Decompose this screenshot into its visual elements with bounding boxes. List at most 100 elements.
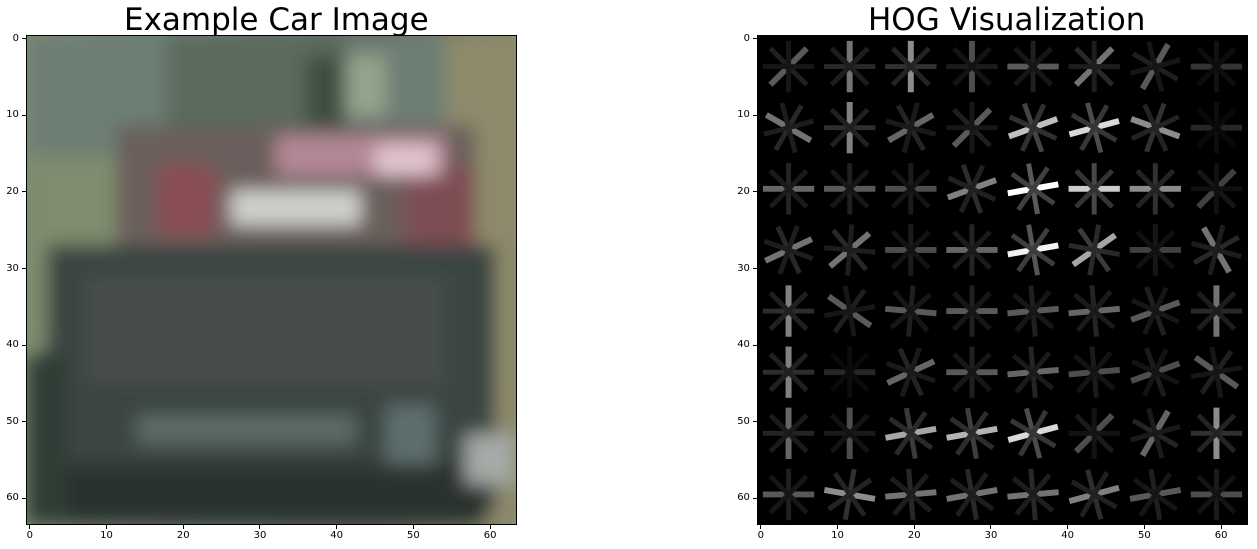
hog-orientation-glyph <box>763 238 814 262</box>
hog-orientation-glyph <box>768 413 809 454</box>
hog-orientation-glyph <box>1010 233 1056 267</box>
hog-orientation-glyph <box>885 118 937 137</box>
x-tick-label: 30 <box>253 530 267 541</box>
x-tick-label: 0 <box>26 530 33 541</box>
hog-visualization-plot <box>757 35 1248 525</box>
x-tick-mark <box>1220 525 1222 529</box>
y-tick-label: 30 <box>737 262 750 274</box>
car-image-title: Example Car Image <box>124 2 429 38</box>
hog-orientation-glyph <box>892 289 930 333</box>
hog-orientation-glyph <box>829 352 870 393</box>
x-tick-label: 50 <box>407 530 420 541</box>
hog-orientation-glyph <box>829 46 870 87</box>
hog-orientation-glyph <box>1135 168 1176 209</box>
y-tick-label: 20 <box>737 185 750 197</box>
x-tick-label: 60 <box>1214 530 1228 541</box>
x-tick-label: 0 <box>757 530 764 541</box>
y-tick-mark <box>22 421 26 423</box>
y-tick-label: 10 <box>737 109 750 121</box>
hog-orientation-glyph <box>952 352 992 393</box>
y-tick-label: 60 <box>6 492 19 504</box>
hog-orientation-glyph <box>768 352 809 393</box>
hog-orientation-glyph <box>1068 243 1120 257</box>
hog-orientation-glyph <box>1135 230 1176 270</box>
hog-orientation-glyph <box>1130 359 1180 386</box>
hog-orientation-glyph <box>779 102 798 154</box>
hog-orientation-glyph <box>1072 292 1116 330</box>
hog-orientation-glyph <box>829 168 870 209</box>
y-tick-mark <box>753 191 757 193</box>
hog-orientation-glyph <box>1011 292 1055 330</box>
hog-orientation-glyph <box>890 230 931 270</box>
x-tick-mark <box>106 525 108 529</box>
x-tick-label: 10 <box>100 530 113 541</box>
hog-orientation-glyph <box>1207 224 1226 276</box>
y-tick-label: 50 <box>737 415 750 427</box>
y-tick-label: 30 <box>6 262 19 274</box>
hog-orientation-glyph <box>890 46 931 87</box>
x-tick-mark <box>913 525 915 529</box>
hog-orientation-glyph <box>1070 479 1118 510</box>
hog-orientation-glyph <box>768 168 809 209</box>
y-tick-mark <box>753 344 757 346</box>
hog-orientation-glyph <box>885 361 936 384</box>
hog-orientation-glyph <box>1196 107 1237 148</box>
x-tick-label: 40 <box>330 530 344 541</box>
hog-orientation-glyph <box>1011 353 1055 391</box>
hog-orientation-glyph <box>949 477 995 512</box>
hog-orientation-glyph <box>1013 46 1053 87</box>
x-tick-mark <box>837 525 839 529</box>
hog-image <box>762 40 1243 521</box>
x-tick-mark <box>760 525 762 529</box>
hog-orientation-glyph <box>1142 103 1169 153</box>
hog-orientation-glyph <box>829 107 870 148</box>
y-tick-label: 10 <box>6 109 19 121</box>
y-tick-label: 20 <box>6 185 19 197</box>
hog-orientation-glyph <box>1010 172 1056 206</box>
car-image-plot <box>26 35 517 525</box>
hog-orientation-glyph <box>823 245 876 255</box>
hog-orientation-glyph <box>829 413 870 454</box>
x-tick-mark <box>990 525 992 529</box>
y-tick-label: 0 <box>743 32 750 44</box>
y-tick-mark <box>22 38 26 40</box>
hog-orientation-glyph <box>890 168 931 209</box>
hog-orientation-glyph <box>1009 418 1057 449</box>
hog-orientation-glyph <box>842 285 857 337</box>
hog-orientation-glyph <box>1070 112 1118 143</box>
x-tick-label: 50 <box>1138 530 1151 541</box>
x-tick-label: 20 <box>907 530 921 541</box>
y-tick-label: 60 <box>737 492 750 504</box>
x-tick-label: 10 <box>831 530 844 541</box>
x-tick-label: 30 <box>984 530 998 541</box>
x-tick-mark <box>1143 525 1145 529</box>
y-tick-mark <box>753 268 757 270</box>
hog-orientation-glyph <box>949 416 995 451</box>
hog-orientation-glyph <box>947 175 997 202</box>
y-tick-mark <box>753 497 757 499</box>
hog-orientation-glyph <box>1011 476 1055 513</box>
hog-orientation-glyph <box>768 474 809 515</box>
hog-orientation-glyph <box>768 291 809 331</box>
hog-orientation-glyph <box>1196 474 1237 515</box>
x-tick-mark <box>29 525 31 529</box>
hog-orientation-glyph <box>1196 291 1237 331</box>
hog-orientation-glyph <box>1129 57 1181 76</box>
car-image <box>27 36 516 524</box>
y-tick-label: 40 <box>6 339 19 351</box>
y-tick-mark <box>753 38 757 40</box>
hog-visualization-title: HOG Visualization <box>868 2 1146 38</box>
hog-orientation-glyph <box>1196 46 1237 87</box>
x-tick-label: 60 <box>483 530 497 541</box>
hog-orientation-glyph <box>1132 477 1178 512</box>
hog-orientation-glyph <box>1130 297 1180 325</box>
hog-orientation-glyph <box>889 476 933 513</box>
y-tick-mark <box>753 421 757 423</box>
hog-orientation-glyph <box>1072 353 1116 391</box>
hog-orientation-glyph <box>1196 413 1237 454</box>
y-tick-label: 50 <box>6 415 19 427</box>
y-tick-mark <box>22 268 26 270</box>
y-tick-mark <box>22 497 26 499</box>
y-tick-label: 0 <box>12 32 19 44</box>
x-tick-label: 20 <box>176 530 190 541</box>
